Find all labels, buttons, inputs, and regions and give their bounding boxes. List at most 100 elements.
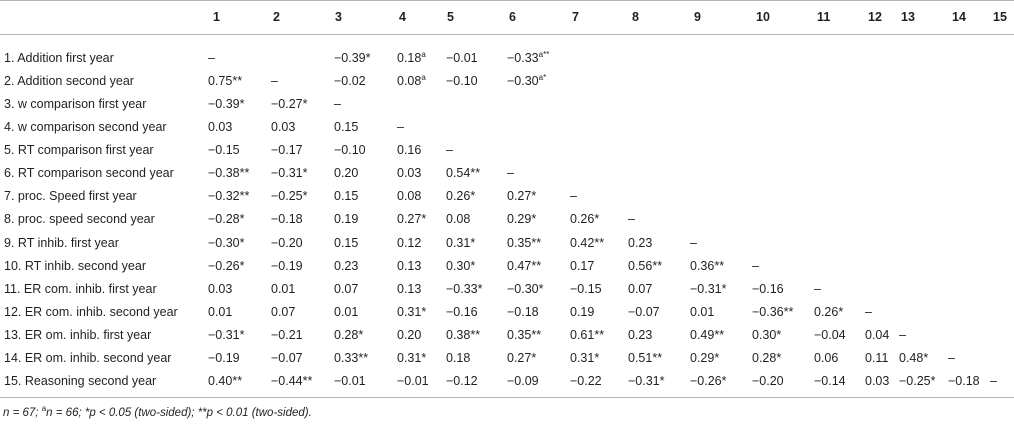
- cell-value: −0.44**: [271, 374, 313, 388]
- cell-value: 0.07: [628, 282, 653, 296]
- table-cell: −0.33*: [446, 282, 483, 296]
- table-cell: 0.35**: [507, 328, 541, 342]
- cell-value: −0.20: [271, 236, 303, 250]
- table-cell: −0.21: [271, 328, 303, 342]
- table-cell: −0.14: [814, 374, 846, 388]
- table-cell: 0.01: [690, 305, 714, 319]
- cell-value: 0.42**: [570, 236, 605, 250]
- table-cell: –: [446, 143, 453, 157]
- table-cell: −0.01: [334, 374, 366, 388]
- cell-value: –: [446, 143, 453, 157]
- cell-value: 0.28*: [334, 328, 364, 342]
- table-cell: 0.40**: [208, 374, 242, 388]
- cell-value: −0.15: [570, 282, 602, 296]
- row-label: 7. proc. Speed first year: [4, 189, 137, 203]
- cell-value: −0.16: [446, 305, 478, 319]
- cell-value: 0.20: [334, 166, 359, 180]
- cell-value: −0.32**: [208, 189, 250, 203]
- table-cell: 0.15: [334, 189, 358, 203]
- table-cell: −0.19: [271, 259, 303, 273]
- cell-value: 0.15: [334, 120, 359, 134]
- table-cell: −0.20: [271, 236, 303, 250]
- cell-value: 0.03: [271, 120, 296, 134]
- column-header-14: 14: [952, 10, 967, 24]
- cell-value: −0.01: [397, 374, 429, 388]
- cell-superscript: a: [421, 49, 426, 59]
- cell-value: −0.31*: [208, 328, 245, 342]
- cell-value: 0.06: [814, 351, 839, 365]
- table-cell: −0.39*: [208, 97, 245, 111]
- table-cell: 0.75**: [208, 74, 242, 88]
- cell-value: −0.26*: [208, 259, 245, 273]
- table-cell: −0.18: [271, 212, 303, 226]
- column-header-1: 1: [213, 10, 221, 24]
- cell-value: 0.03: [397, 166, 422, 180]
- cell-value: 0.07: [271, 305, 296, 319]
- table-cell: 0.23: [334, 259, 358, 273]
- cell-value: 0.01: [271, 282, 296, 296]
- table-cell: 0.42**: [570, 236, 604, 250]
- cell-value: –: [899, 328, 906, 342]
- cell-value: −0.04: [814, 328, 846, 342]
- table-cell: −0.25*: [271, 189, 308, 203]
- cell-value: –: [814, 282, 821, 296]
- table-cell: –: [334, 97, 341, 111]
- cell-value: –: [690, 236, 697, 250]
- table-cell: 0.33**: [334, 351, 368, 365]
- cell-value: −0.33: [507, 51, 539, 65]
- table-cell: –: [271, 74, 278, 88]
- table-cell: −0.38**: [208, 166, 249, 180]
- table-cell: 0.11: [865, 351, 888, 365]
- table-cell: 0.20: [397, 328, 421, 342]
- cell-value: –: [752, 259, 759, 273]
- table-cell: 0.47**: [507, 259, 541, 273]
- cell-value: –: [865, 305, 872, 319]
- cell-value: 0.35**: [507, 328, 542, 342]
- cell-value: −0.30: [507, 74, 539, 88]
- cell-value: −0.01: [334, 374, 366, 388]
- table-cell: −0.18: [948, 374, 980, 388]
- table-cell: 0.54**: [446, 166, 480, 180]
- cell-value: −0.18: [271, 212, 303, 226]
- cell-value: −0.07: [628, 305, 660, 319]
- cell-value: 0.23: [334, 259, 359, 273]
- table-cell: −0.31*: [628, 374, 665, 388]
- cell-value: 0.27*: [507, 189, 537, 203]
- table-cell: –: [948, 351, 955, 365]
- cell-value: 0.16: [397, 143, 422, 157]
- table-cell: −0.20: [752, 374, 784, 388]
- table-cell: –: [865, 305, 872, 319]
- cell-value: −0.17: [271, 143, 303, 157]
- cell-value: −0.31*: [271, 166, 308, 180]
- table-cell: −0.04: [814, 328, 846, 342]
- cell-value: −0.27*: [271, 97, 308, 111]
- table-cell: 0.07: [334, 282, 358, 296]
- cell-value: −0.28*: [208, 212, 245, 226]
- table-cell: −0.18: [507, 305, 539, 319]
- cell-value: –: [507, 166, 514, 180]
- cell-value: 0.03: [208, 282, 233, 296]
- table-cell: −0.31*: [208, 328, 245, 342]
- cell-value: −0.10: [334, 143, 366, 157]
- header-rule: [0, 34, 1014, 35]
- cell-value: 0.30*: [446, 259, 476, 273]
- cell-value: −0.18: [507, 305, 539, 319]
- table-cell: 0.49**: [690, 328, 724, 342]
- table-cell: 0.26*: [446, 189, 475, 203]
- cell-value: 0.61**: [570, 328, 605, 342]
- cell-value: −0.09: [507, 374, 539, 388]
- cell-value: 0.01: [208, 305, 233, 319]
- table-cell: –: [690, 236, 697, 250]
- table-cell: 0.29*: [690, 351, 719, 365]
- row-label: 10. RT inhib. second year: [4, 259, 146, 273]
- table-cell: 0.29*: [507, 212, 536, 226]
- cell-value: −0.25*: [271, 189, 308, 203]
- table-cell: 0.03: [208, 282, 232, 296]
- footnote-a-sup: a: [41, 404, 47, 414]
- table-cell: −0.01: [446, 51, 478, 65]
- table-cell: −0.26*: [208, 259, 245, 273]
- table-cell: 0.23: [628, 236, 652, 250]
- table-cell: 0.61**: [570, 328, 604, 342]
- table-cell: −0.30*: [507, 282, 544, 296]
- cell-value: −0.31*: [690, 282, 727, 296]
